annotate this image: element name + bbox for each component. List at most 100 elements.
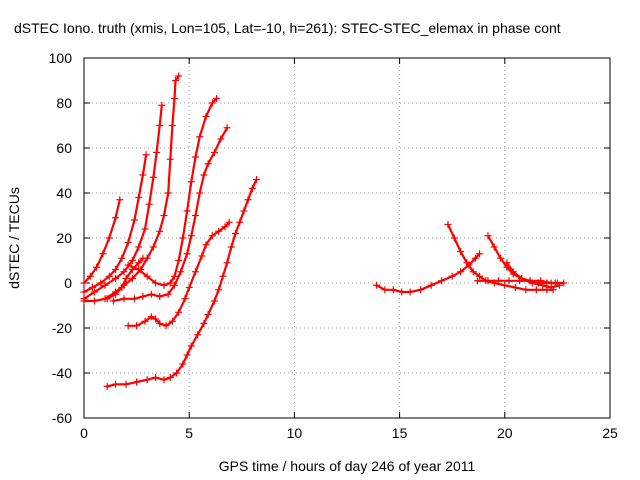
data-point bbox=[389, 286, 397, 294]
data-point bbox=[135, 194, 143, 201]
data-point bbox=[225, 218, 233, 226]
data-point bbox=[221, 223, 229, 231]
data-point bbox=[476, 250, 484, 258]
data-point bbox=[518, 275, 526, 282]
series-line bbox=[486, 234, 565, 285]
data-point bbox=[484, 232, 492, 240]
data-point bbox=[198, 252, 206, 260]
data-point bbox=[210, 297, 218, 305]
series-line bbox=[127, 97, 218, 287]
y-axis-label: dSTEC / TECUs bbox=[6, 187, 22, 289]
data-point bbox=[194, 331, 202, 339]
data-point bbox=[124, 239, 132, 246]
data-point bbox=[202, 241, 210, 249]
series-line bbox=[105, 178, 258, 388]
data-point bbox=[164, 189, 172, 197]
data-point bbox=[185, 284, 193, 291]
data-point bbox=[80, 279, 88, 287]
data-point bbox=[494, 277, 502, 285]
data-point bbox=[156, 293, 164, 300]
data-point bbox=[112, 275, 120, 282]
data-point bbox=[501, 281, 509, 289]
y-tick-label: 80 bbox=[56, 95, 72, 111]
data-point bbox=[208, 99, 216, 107]
data-point bbox=[135, 243, 143, 251]
data-point bbox=[215, 286, 223, 294]
data-point bbox=[215, 227, 223, 235]
data-point bbox=[122, 275, 130, 282]
data-point bbox=[457, 268, 465, 276]
data-point bbox=[192, 153, 200, 161]
data-point bbox=[210, 149, 218, 156]
data-point bbox=[168, 122, 176, 129]
data-point bbox=[457, 248, 465, 255]
data-point bbox=[528, 279, 536, 287]
x-tick-label: 5 bbox=[185, 425, 193, 441]
data-point bbox=[149, 173, 157, 181]
data-point bbox=[135, 259, 143, 267]
data-point bbox=[130, 216, 138, 224]
data-point bbox=[219, 272, 227, 280]
data-point bbox=[101, 281, 109, 289]
data-point bbox=[103, 295, 111, 303]
data-point bbox=[128, 257, 136, 264]
x-tick-label: 10 bbox=[287, 425, 303, 441]
data-point bbox=[173, 369, 181, 377]
data-point bbox=[372, 281, 380, 289]
data-point bbox=[143, 272, 151, 280]
data-series bbox=[80, 101, 166, 303]
data-point bbox=[112, 266, 120, 273]
plot-frame bbox=[83, 57, 611, 419]
data-point bbox=[244, 196, 252, 204]
data-point bbox=[177, 268, 185, 276]
data-point bbox=[231, 230, 239, 237]
data-point bbox=[156, 320, 164, 327]
data-point bbox=[476, 272, 484, 280]
data-point bbox=[156, 122, 164, 129]
series-line bbox=[127, 221, 231, 327]
data-point bbox=[152, 279, 160, 287]
data-point bbox=[463, 259, 471, 267]
x-tick-label: 15 bbox=[392, 425, 408, 441]
y-tick-label: 40 bbox=[56, 185, 72, 201]
data-point bbox=[133, 322, 141, 330]
data-point bbox=[539, 281, 547, 289]
data-point bbox=[162, 322, 170, 330]
data-point bbox=[133, 378, 141, 386]
data-point bbox=[503, 259, 511, 267]
data-point bbox=[200, 320, 208, 327]
data-point bbox=[139, 293, 147, 300]
data-point bbox=[166, 279, 174, 287]
data-point bbox=[135, 266, 143, 273]
y-tick-label: 60 bbox=[56, 140, 72, 156]
data-point bbox=[152, 315, 160, 323]
data-point bbox=[196, 133, 204, 141]
data-series bbox=[484, 232, 568, 287]
data-point bbox=[556, 281, 564, 289]
data-point bbox=[381, 286, 389, 294]
data-point bbox=[505, 277, 513, 285]
data-point bbox=[160, 281, 168, 289]
data-point bbox=[187, 342, 195, 350]
data-point bbox=[130, 295, 138, 303]
data-series bbox=[473, 277, 561, 287]
data-point bbox=[204, 160, 212, 168]
data-point bbox=[444, 221, 452, 228]
data-point bbox=[497, 254, 505, 262]
axis-ticks: 0 5 10 15 20 25 -60 -40 -20 0 20 40 60 80 100 bbox=[49, 50, 618, 441]
data-point bbox=[156, 227, 164, 235]
data-point bbox=[170, 281, 178, 289]
data-point bbox=[152, 374, 160, 381]
data-point bbox=[509, 268, 517, 276]
data-series bbox=[372, 250, 484, 296]
data-point bbox=[490, 243, 498, 251]
data-point bbox=[438, 277, 446, 285]
data-point bbox=[183, 351, 191, 359]
x-tick-label: 20 bbox=[497, 425, 513, 441]
data-point bbox=[471, 254, 479, 262]
data-point bbox=[248, 185, 256, 192]
data-point bbox=[97, 279, 105, 287]
data-point bbox=[112, 290, 120, 298]
chart-title: dSTEC Iono. truth (xmis, Lon=105, Lat=-1… bbox=[14, 20, 561, 36]
data-point bbox=[450, 234, 458, 242]
